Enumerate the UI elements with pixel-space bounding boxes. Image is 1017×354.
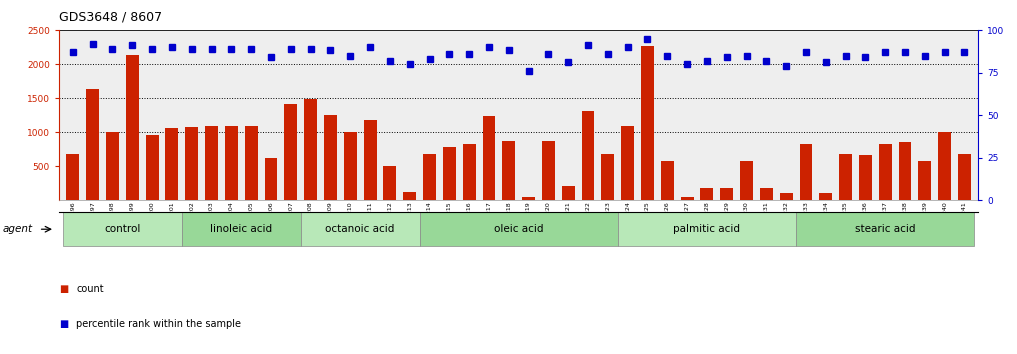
- Bar: [264, 158, 278, 200]
- Bar: [185, 127, 198, 200]
- Bar: [463, 144, 476, 200]
- Text: count: count: [76, 284, 104, 293]
- Text: ■: ■: [59, 284, 68, 293]
- Bar: [205, 126, 218, 200]
- Bar: [796, 212, 974, 246]
- Bar: [225, 126, 238, 200]
- Bar: [182, 212, 301, 246]
- Bar: [661, 161, 673, 200]
- Bar: [482, 116, 495, 200]
- Bar: [780, 193, 792, 200]
- Bar: [839, 154, 852, 200]
- Bar: [720, 188, 733, 200]
- Bar: [442, 147, 456, 200]
- Bar: [383, 166, 397, 200]
- Text: octanoic acid: octanoic acid: [325, 224, 395, 234]
- Text: oleic acid: oleic acid: [494, 224, 543, 234]
- Bar: [582, 111, 595, 200]
- Text: percentile rank within the sample: percentile rank within the sample: [76, 319, 241, 329]
- Bar: [820, 193, 832, 200]
- Bar: [63, 212, 182, 246]
- Bar: [740, 161, 753, 200]
- Text: GDS3648 / 8607: GDS3648 / 8607: [59, 11, 162, 24]
- Bar: [701, 188, 713, 200]
- Bar: [958, 154, 971, 200]
- Bar: [680, 196, 694, 200]
- Text: stearic acid: stearic acid: [855, 224, 915, 234]
- Bar: [522, 196, 535, 200]
- Bar: [420, 212, 617, 246]
- Bar: [404, 192, 416, 200]
- Bar: [86, 88, 99, 200]
- Bar: [285, 104, 297, 200]
- Bar: [126, 55, 138, 200]
- Bar: [166, 128, 178, 200]
- Bar: [641, 46, 654, 200]
- Bar: [542, 141, 555, 200]
- Bar: [561, 187, 575, 200]
- Bar: [304, 99, 317, 200]
- Bar: [145, 136, 159, 200]
- Bar: [899, 142, 911, 200]
- Bar: [760, 188, 773, 200]
- Bar: [879, 144, 892, 200]
- Bar: [859, 155, 872, 200]
- Bar: [66, 154, 79, 200]
- Bar: [502, 141, 516, 200]
- Bar: [939, 132, 951, 200]
- Bar: [601, 154, 614, 200]
- Bar: [621, 126, 634, 200]
- Bar: [364, 120, 376, 200]
- Bar: [423, 154, 436, 200]
- Bar: [301, 212, 420, 246]
- Text: linoleic acid: linoleic acid: [211, 224, 273, 234]
- Bar: [344, 132, 357, 200]
- Text: control: control: [104, 224, 140, 234]
- Bar: [617, 212, 796, 246]
- Text: palmitic acid: palmitic acid: [673, 224, 740, 234]
- Bar: [106, 132, 119, 200]
- Bar: [799, 144, 813, 200]
- Text: ■: ■: [59, 319, 68, 329]
- Bar: [245, 126, 257, 200]
- Bar: [324, 115, 337, 200]
- Bar: [918, 161, 932, 200]
- Text: agent: agent: [3, 224, 34, 234]
